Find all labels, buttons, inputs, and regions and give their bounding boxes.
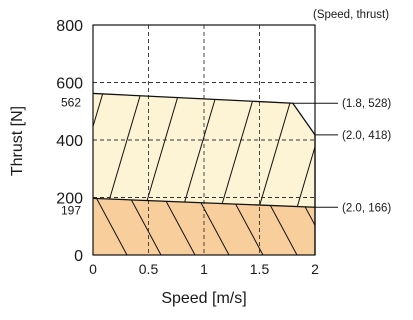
- y-tick-extra-label: 562: [61, 95, 81, 109]
- y-axis-label: Thrust [N]: [9, 106, 26, 176]
- lower-hatch-line: [331, 192, 365, 255]
- annotation-label: (1.8, 528): [342, 98, 391, 110]
- y-tick-label: 800: [56, 18, 83, 35]
- legend-caption: (Speed, thrust): [313, 9, 389, 21]
- x-tick-label: 0: [89, 261, 97, 277]
- x-tick-label: 1.5: [250, 261, 270, 277]
- upper-region-fill: [93, 93, 315, 208]
- y-tick-label: 400: [56, 133, 83, 150]
- plot-frame: [92, 24, 316, 256]
- lower-region-fill: [93, 198, 315, 255]
- lower-boundary-line: [92, 197, 316, 208]
- upper-hatch-line: [93, 93, 162, 208]
- y-tick-label: 200: [56, 191, 83, 208]
- y-tick-label: 0: [74, 248, 83, 265]
- x-tick-label: 0.5: [139, 261, 159, 277]
- lower-hatch-line: [160, 198, 196, 255]
- x-tick-label: 2: [311, 261, 319, 277]
- lower-hatch-line: [126, 198, 162, 255]
- upper-hatch-line: [168, 93, 238, 208]
- y-tick-label: 600: [56, 76, 83, 93]
- lower-hatch-line: [93, 198, 128, 255]
- x-tick-label: 1: [200, 261, 208, 277]
- annotation-label: (2.0, 166): [342, 202, 391, 214]
- annotation-label: (2.0, 418): [342, 130, 391, 142]
- x-axis-label: Speed [m/s]: [161, 290, 246, 307]
- y-tick-extra-label: 197: [61, 203, 81, 217]
